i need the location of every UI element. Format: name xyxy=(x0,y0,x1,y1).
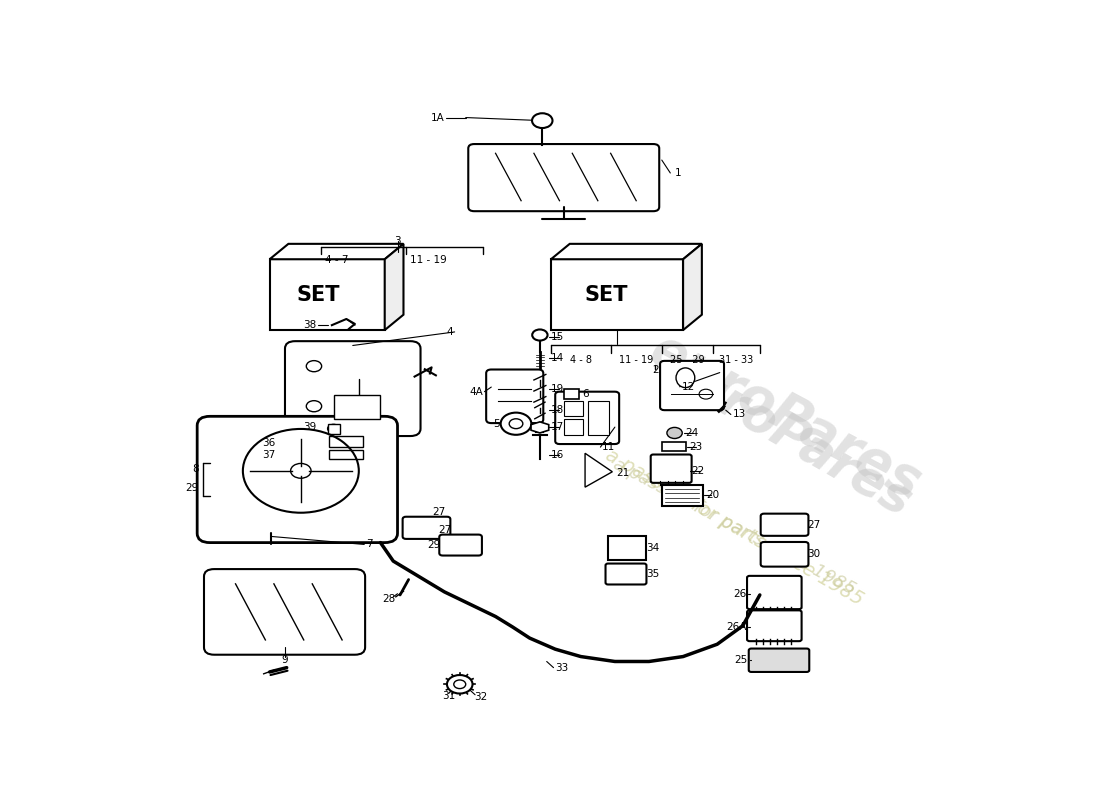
FancyBboxPatch shape xyxy=(605,563,647,585)
Text: 25 - 29: 25 - 29 xyxy=(670,354,705,365)
Ellipse shape xyxy=(676,368,695,388)
Bar xyxy=(662,485,703,506)
FancyBboxPatch shape xyxy=(761,514,808,536)
Text: 11 - 19: 11 - 19 xyxy=(619,354,653,365)
Bar xyxy=(270,259,385,330)
Bar xyxy=(563,419,583,435)
Text: 6: 6 xyxy=(583,389,590,399)
Circle shape xyxy=(447,675,473,694)
Text: 2: 2 xyxy=(652,365,659,375)
Text: 11 - 19: 11 - 19 xyxy=(410,255,447,266)
Polygon shape xyxy=(683,244,702,330)
FancyBboxPatch shape xyxy=(439,534,482,555)
Polygon shape xyxy=(531,422,549,433)
Text: SET: SET xyxy=(296,285,340,305)
Bar xyxy=(333,394,381,419)
Text: 34: 34 xyxy=(647,543,660,553)
Text: 29: 29 xyxy=(427,540,440,550)
Text: 25: 25 xyxy=(735,655,748,666)
Text: 24: 24 xyxy=(685,428,698,438)
Circle shape xyxy=(667,427,682,438)
Text: 8: 8 xyxy=(192,464,199,474)
Text: 9: 9 xyxy=(282,654,288,665)
Text: 37: 37 xyxy=(263,450,276,459)
Text: a passion for parts since 1985: a passion for parts since 1985 xyxy=(610,455,858,599)
Polygon shape xyxy=(551,244,702,259)
Text: 20: 20 xyxy=(706,490,719,500)
Text: 39: 39 xyxy=(304,422,317,433)
Polygon shape xyxy=(270,244,404,259)
Text: 18: 18 xyxy=(551,405,564,415)
Bar xyxy=(587,401,609,435)
Bar xyxy=(551,259,683,330)
Text: 35: 35 xyxy=(647,569,660,579)
Text: 7: 7 xyxy=(366,539,373,550)
Text: 3: 3 xyxy=(394,236,400,246)
Text: 26: 26 xyxy=(733,589,746,598)
FancyBboxPatch shape xyxy=(660,361,724,410)
Text: 16: 16 xyxy=(551,450,564,459)
Polygon shape xyxy=(385,244,404,330)
Text: 29: 29 xyxy=(186,483,199,493)
Bar xyxy=(328,424,340,434)
Text: 27: 27 xyxy=(807,520,821,530)
Circle shape xyxy=(532,114,552,128)
Polygon shape xyxy=(585,454,613,487)
Text: 28: 28 xyxy=(383,594,396,604)
FancyBboxPatch shape xyxy=(197,416,397,542)
Text: 13: 13 xyxy=(733,410,746,419)
Text: 19: 19 xyxy=(551,383,564,394)
Text: 4 - 7: 4 - 7 xyxy=(326,255,349,266)
FancyBboxPatch shape xyxy=(556,392,619,444)
Text: 11: 11 xyxy=(602,442,615,452)
Text: 4 - 8: 4 - 8 xyxy=(570,354,592,365)
Text: 33: 33 xyxy=(556,662,569,673)
Text: 31 - 33: 31 - 33 xyxy=(719,354,754,365)
Circle shape xyxy=(532,330,548,341)
Text: 14: 14 xyxy=(551,353,564,363)
Text: 38: 38 xyxy=(304,320,317,330)
Text: 22: 22 xyxy=(692,466,705,475)
Text: euroPares: euroPares xyxy=(641,323,930,510)
Text: 21: 21 xyxy=(617,468,630,478)
Text: a passion for parts since 1985: a passion for parts since 1985 xyxy=(602,446,867,609)
Bar xyxy=(662,442,685,451)
Text: 27: 27 xyxy=(439,526,452,535)
Text: 15: 15 xyxy=(551,333,564,342)
Text: 5: 5 xyxy=(493,418,499,429)
Text: 23: 23 xyxy=(689,442,702,451)
FancyBboxPatch shape xyxy=(608,537,646,560)
Bar xyxy=(329,436,363,447)
Bar xyxy=(329,450,363,459)
FancyBboxPatch shape xyxy=(486,370,543,423)
Text: 36: 36 xyxy=(263,438,276,449)
Text: 30: 30 xyxy=(807,550,821,559)
Text: 17: 17 xyxy=(551,422,564,433)
FancyBboxPatch shape xyxy=(761,542,808,566)
Text: 32: 32 xyxy=(474,691,487,702)
Circle shape xyxy=(500,413,531,435)
Bar xyxy=(563,401,583,416)
FancyBboxPatch shape xyxy=(469,144,659,211)
FancyBboxPatch shape xyxy=(204,569,365,654)
Bar xyxy=(563,390,579,399)
FancyBboxPatch shape xyxy=(651,454,692,483)
FancyBboxPatch shape xyxy=(285,341,420,436)
Text: 26A: 26A xyxy=(726,622,746,632)
Text: 1A: 1A xyxy=(430,113,444,122)
FancyBboxPatch shape xyxy=(403,517,450,539)
Text: 4A: 4A xyxy=(469,386,483,397)
Text: 1: 1 xyxy=(674,168,681,178)
FancyBboxPatch shape xyxy=(747,610,802,641)
FancyBboxPatch shape xyxy=(749,649,810,672)
Text: euroPares: euroPares xyxy=(650,343,921,526)
Text: 4: 4 xyxy=(447,327,453,337)
Text: 12: 12 xyxy=(681,382,694,392)
FancyBboxPatch shape xyxy=(747,576,802,609)
Text: SET: SET xyxy=(585,285,628,305)
Text: 27: 27 xyxy=(432,507,446,517)
Text: 31: 31 xyxy=(442,691,455,701)
